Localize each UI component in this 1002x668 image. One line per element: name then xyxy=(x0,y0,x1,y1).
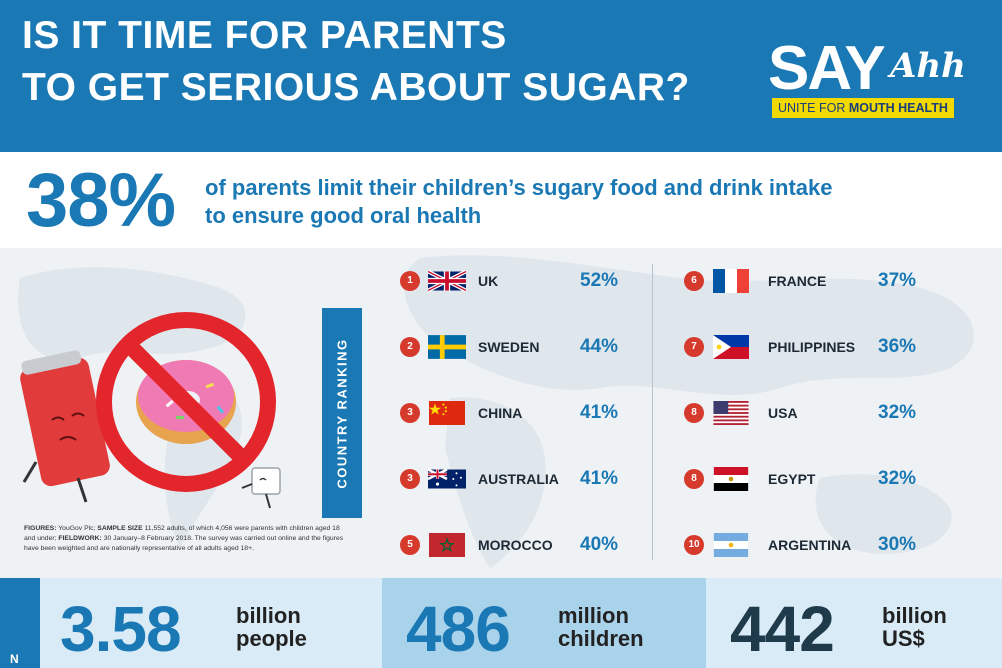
headline-stat: 38% of parents limit their children’s su… xyxy=(0,152,1002,248)
stat-unit-line-1: billion xyxy=(236,603,301,628)
country-name: AUSTRALIA xyxy=(478,471,559,487)
bottom-stats-band: N 3.58 billion people 486 million childr… xyxy=(0,578,1002,668)
note-label-sample: SAMPLE SIZE xyxy=(97,525,143,532)
country-percentage: 32% xyxy=(878,402,917,423)
headline-text-line-2: to ensure good oral health xyxy=(205,203,482,228)
logo-tag-lite: UNITE FOR xyxy=(778,101,849,115)
rank-number: 3 xyxy=(400,403,420,423)
note-text-1: YouGov Plc; xyxy=(56,525,98,532)
header-banner: IS IT TIME FOR PARENTS TO GET SERIOUS AB… xyxy=(0,0,1002,152)
philippines-flag-icon xyxy=(712,335,750,359)
ranking-row: 7 PHILIPPINES 36% xyxy=(684,332,934,362)
headline-text-line-1: of parents limit their children’s sugary… xyxy=(205,175,833,200)
china-flag-icon xyxy=(428,401,466,425)
ranking-row: 3 CHINA 41% xyxy=(400,398,640,428)
rank-number: 6 xyxy=(684,271,704,291)
ranking-row: 2 SWEDEN 44% xyxy=(400,332,640,362)
rank-number: 3 xyxy=(400,469,420,489)
country-percentage: 30% xyxy=(878,534,917,555)
ranking-row: 10 ARGENTINA 30% xyxy=(684,530,934,560)
usa-flag-icon xyxy=(712,401,750,425)
country-name: FRANCE xyxy=(768,273,827,289)
country-percentage: 52% xyxy=(580,270,619,291)
rank-number: 5 xyxy=(400,535,420,555)
country-name: EGYPT xyxy=(768,471,816,487)
stat-value: 3.58 xyxy=(60,593,182,665)
note-label-figures: FIGURES: xyxy=(24,525,57,532)
stat-unit: billion people xyxy=(236,604,307,650)
stat-panel-cost: 442 billion US$ xyxy=(706,578,1002,668)
soda-can-icon xyxy=(20,350,110,503)
country-percentage: 40% xyxy=(580,534,619,555)
title-line-1: IS IT TIME FOR PARENTS xyxy=(22,14,507,57)
ranking-row: 8 EGYPT 32% xyxy=(684,464,934,494)
egypt-flag-icon xyxy=(712,467,750,491)
stat-unit-line-2: children xyxy=(558,626,644,651)
no-sugar-illustration xyxy=(20,312,281,509)
sugar-cube-icon xyxy=(241,467,281,509)
country-name: MOROCCO xyxy=(478,537,553,553)
headline-value: 38% xyxy=(26,158,176,243)
country-name: PHILIPPINES xyxy=(768,339,856,355)
ranking-row: 6 FRANCE 37% xyxy=(684,266,934,296)
country-percentage: 36% xyxy=(878,336,917,357)
stat-unit-line-1: million xyxy=(558,603,629,628)
logo-tag-bold: MOUTH HEALTH xyxy=(848,101,948,115)
prohibition-icon xyxy=(96,312,276,492)
stat-value: 442 xyxy=(730,593,835,665)
ranking-divider xyxy=(652,264,653,560)
bottom-strip-text: N xyxy=(10,652,19,666)
france-flag-icon xyxy=(712,269,750,293)
ranking-row: 1 UK 52% xyxy=(400,266,640,296)
note-text-3: 30 January–8 February 2018. The survey w… xyxy=(24,535,344,552)
stat-unit-line-2: US$ xyxy=(882,626,925,651)
argentina-flag-icon xyxy=(712,533,750,557)
logo-ahh: Ahh xyxy=(890,46,966,86)
ranking-label-box xyxy=(322,308,362,518)
country-percentage: 44% xyxy=(580,336,619,357)
rank-number: 10 xyxy=(684,535,704,555)
stat-unit-line-2: people xyxy=(236,626,307,651)
stat-unit: billion US$ xyxy=(882,604,947,650)
country-name: USA xyxy=(768,405,798,421)
bottom-side-strip: N xyxy=(0,578,40,668)
ranking-label: COUNTRY RANKING xyxy=(322,308,362,518)
country-name: CHINA xyxy=(478,405,523,421)
stat-unit: million children xyxy=(558,604,644,650)
stat-panel-children: 486 million children xyxy=(382,578,706,668)
country-percentage: 41% xyxy=(580,468,619,489)
ranking-label-text: COUNTRY RANKING xyxy=(334,337,350,489)
country-name: SWEDEN xyxy=(478,339,540,355)
sweden-flag-icon xyxy=(428,335,466,359)
ranking-row: 3 AUSTRALIA 41% xyxy=(400,464,640,494)
ranking-row: 5 MOROCCO 40% xyxy=(400,530,640,560)
say-ahh-logo: SAY Ahh UNITE FOR MOUTH HEALTH xyxy=(768,38,978,128)
country-name: UK xyxy=(478,273,499,289)
australia-flag-icon xyxy=(428,467,466,491)
rank-number: 2 xyxy=(400,337,420,357)
stat-unit-line-1: billion xyxy=(882,603,947,628)
figures-footnote: FIGURES: YouGov Plc; SAMPLE SIZE 11,552 … xyxy=(24,524,344,554)
ranking-section: FIGURES: YouGov Plc; SAMPLE SIZE 11,552 … xyxy=(0,248,1002,578)
ranking-row: 8 USA 32% xyxy=(684,398,934,428)
rank-number: 8 xyxy=(684,403,704,423)
note-text-2: 11,552 adults, of which 4,056 were paren… xyxy=(24,525,340,542)
uk-flag-icon xyxy=(428,269,466,293)
logo-tagline: UNITE FOR MOUTH HEALTH xyxy=(772,98,954,118)
rank-number: 7 xyxy=(684,337,704,357)
country-percentage: 37% xyxy=(878,270,917,291)
page-title: IS IT TIME FOR PARENTS TO GET SERIOUS AB… xyxy=(22,10,690,114)
rank-number: 1 xyxy=(400,271,420,291)
note-label-fieldwork: FIELDWORK: xyxy=(58,535,102,542)
stat-value: 486 xyxy=(406,593,511,665)
headline-text: of parents limit their children’s sugary… xyxy=(205,174,833,230)
morocco-flag-icon xyxy=(428,533,466,557)
country-percentage: 41% xyxy=(580,402,619,423)
country-percentage: 32% xyxy=(878,468,917,489)
country-name: ARGENTINA xyxy=(768,537,852,553)
rank-number: 8 xyxy=(684,469,704,489)
title-line-2: TO GET SERIOUS ABOUT SUGAR? xyxy=(22,66,690,109)
logo-say: SAY xyxy=(768,34,886,103)
stat-panel-people: 3.58 billion people xyxy=(40,578,382,668)
